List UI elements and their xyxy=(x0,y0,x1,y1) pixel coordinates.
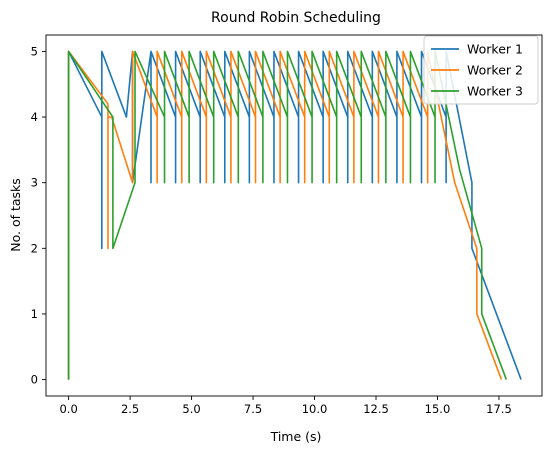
legend-label-worker-3: Worker 3 xyxy=(467,84,523,99)
y-axis-label: No. of tasks xyxy=(8,178,23,252)
legend-label-worker-1: Worker 1 xyxy=(467,42,523,57)
x-tick-label: 10.0 xyxy=(302,402,328,416)
x-tick-label: 12.5 xyxy=(363,402,389,416)
legend-label-worker-2: Worker 2 xyxy=(467,63,523,78)
series-line-worker-3 xyxy=(67,50,508,380)
y-tick-label: 4 xyxy=(31,110,38,124)
y-tick-label: 1 xyxy=(31,307,38,321)
x-tick-label: 15.0 xyxy=(425,402,451,416)
legend-box xyxy=(423,35,539,105)
x-axis: 0.0 2.5 5.0 7.5 10.0 12.5 15.0 17.5 xyxy=(59,396,512,416)
y-tick-label: 5 xyxy=(31,44,38,58)
y-tick-label: 0 xyxy=(31,373,38,387)
y-tick-label: 3 xyxy=(31,176,38,190)
plot-lines xyxy=(67,50,522,380)
legend: Worker 1 Worker 2 Worker 3 xyxy=(423,35,539,105)
x-tick-label: 0.0 xyxy=(59,402,77,416)
x-tick-label: 2.5 xyxy=(121,402,139,416)
chart-title: Round Robin Scheduling xyxy=(211,10,381,26)
x-axis-label: Time (s) xyxy=(270,429,322,444)
series-line-worker-2 xyxy=(67,50,503,380)
x-tick-label: 7.5 xyxy=(244,402,262,416)
plot-frame xyxy=(45,34,543,397)
series-line-worker-1 xyxy=(67,50,522,380)
y-tick-label: 2 xyxy=(31,241,38,255)
x-tick-label: 17.5 xyxy=(486,402,512,416)
y-axis: 0 1 2 3 4 5 xyxy=(31,44,46,387)
x-tick-label: 5.0 xyxy=(182,402,200,416)
